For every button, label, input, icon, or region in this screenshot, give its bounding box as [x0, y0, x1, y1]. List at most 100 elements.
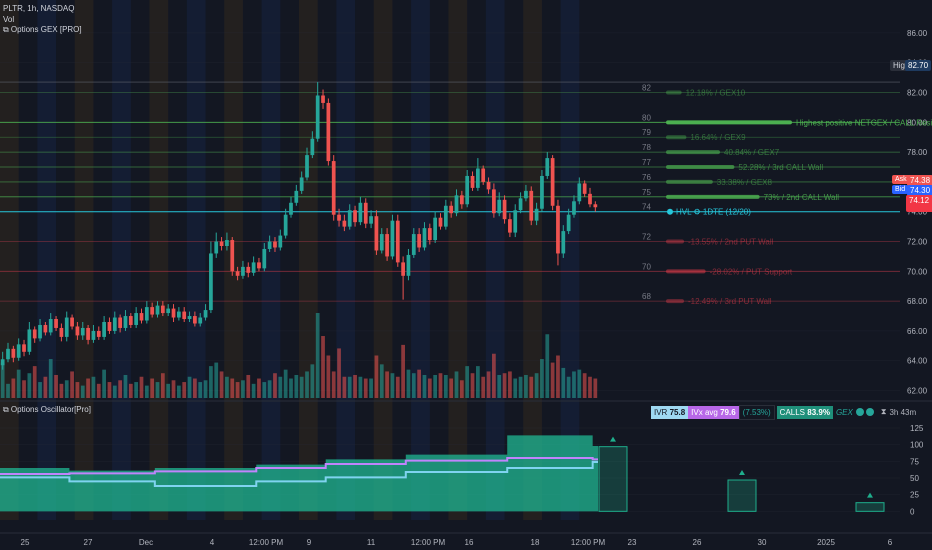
gex-strike-label: 80 [642, 113, 651, 122]
volume-bar [203, 380, 208, 398]
volume-bar [310, 364, 315, 398]
candle-body [203, 310, 208, 318]
price-tick-label: 82.00 [907, 89, 928, 98]
gex-level-text: -12.49% / 3rd PUT Wall [688, 297, 772, 306]
candle-body [48, 319, 53, 333]
volume-bar [75, 382, 80, 398]
candle-body [294, 190, 299, 203]
session-shade [336, 0, 356, 520]
volume-bar [102, 369, 106, 398]
oscillator-label[interactable]: ⧉ Options Oscillator[Pro] [3, 405, 91, 414]
gex-dot-icon [855, 408, 864, 416]
volume-bar [593, 378, 598, 398]
high-badge: High [890, 60, 913, 71]
candle-body [374, 216, 379, 251]
volume-bar [257, 378, 261, 398]
volume-bar [6, 383, 10, 398]
candle-body [529, 190, 534, 221]
candle-body [465, 175, 470, 205]
candle-body [427, 228, 432, 241]
volume-bar [417, 369, 422, 398]
volume-bar [11, 378, 16, 398]
candle-body [155, 305, 160, 315]
volume-bar [582, 373, 587, 398]
change-badge: (7.53%) [738, 404, 775, 420]
volume-bar [566, 376, 571, 398]
volume-bar [379, 364, 384, 398]
volume-bar [433, 374, 438, 398]
candle-body [171, 308, 176, 318]
candle-body [459, 195, 464, 205]
price-tick-label: 80.00 [907, 118, 928, 127]
candle-body [193, 316, 197, 324]
candle-body [214, 241, 219, 254]
candle-body [347, 210, 352, 227]
volume-bar [470, 373, 475, 398]
volume-bar [219, 371, 224, 398]
volume-bar [508, 371, 512, 398]
candle-body [54, 319, 58, 328]
candle-body [107, 322, 112, 331]
candle-body [422, 228, 427, 248]
volume-bar [347, 376, 352, 398]
osc-tick-label: 25 [910, 491, 919, 500]
candle-body [112, 317, 117, 331]
volume-bar [497, 374, 502, 398]
time-tick-label: 12:00 PM [411, 538, 446, 547]
ivr-line [0, 461, 598, 487]
time-tick-label: 26 [693, 538, 702, 547]
time-tick-label: 16 [465, 538, 474, 547]
candle-body [43, 324, 48, 333]
volume-bar [193, 378, 197, 398]
candle-body [379, 234, 384, 251]
candle-body [22, 344, 26, 352]
volume-bar [128, 383, 133, 398]
gex-strength-bar [666, 135, 687, 140]
volume-bar [48, 359, 53, 398]
gex-level-text: 40.84% / GEX7 [724, 148, 780, 157]
ask-value: 74.38 [910, 176, 931, 185]
volume-bar [294, 374, 299, 398]
candle-body [337, 214, 341, 221]
volume-bar [246, 374, 251, 398]
candle-body [59, 327, 64, 337]
volume-bar [385, 371, 389, 398]
session-shade [186, 0, 206, 520]
volume-bar [112, 385, 117, 398]
candle-body [582, 183, 587, 194]
volume-bar [454, 371, 459, 398]
volume-bar [406, 369, 411, 398]
gex-indicator-label[interactable]: ⧉ Options GEX [PRO] [3, 25, 82, 34]
gex-strike-label: 74 [642, 203, 651, 212]
price-tick-label: 78.00 [907, 148, 928, 157]
candle-body [545, 158, 550, 176]
price-tick-label: 72.00 [907, 238, 928, 247]
volume-bar [337, 348, 341, 398]
session-shade [37, 0, 57, 520]
candle-body [38, 324, 42, 339]
candle-body [187, 316, 192, 320]
gex-strike-label: 77 [642, 158, 651, 167]
price-tick-label: 62.00 [907, 387, 928, 396]
candle-body [283, 214, 288, 236]
time-tick-label: 11 [367, 538, 376, 547]
gex-strike-label: 82 [642, 84, 651, 93]
candle-body [310, 138, 315, 156]
volume-bar [86, 378, 90, 398]
price-tick-label: 74.00 [907, 208, 928, 217]
candle-body [209, 253, 213, 311]
candle-body [75, 326, 80, 336]
volume-bar [443, 374, 448, 398]
candle-body [502, 199, 507, 220]
candle-body [289, 202, 293, 215]
up-arrow-icon [739, 470, 745, 475]
ivx-value: 79.6 [720, 407, 736, 417]
volume-bar [326, 355, 331, 398]
volume-bar [374, 355, 379, 398]
volume-bar [118, 380, 123, 398]
volume-bar [449, 378, 454, 398]
candle-body [385, 234, 389, 257]
candle-body [118, 317, 123, 328]
